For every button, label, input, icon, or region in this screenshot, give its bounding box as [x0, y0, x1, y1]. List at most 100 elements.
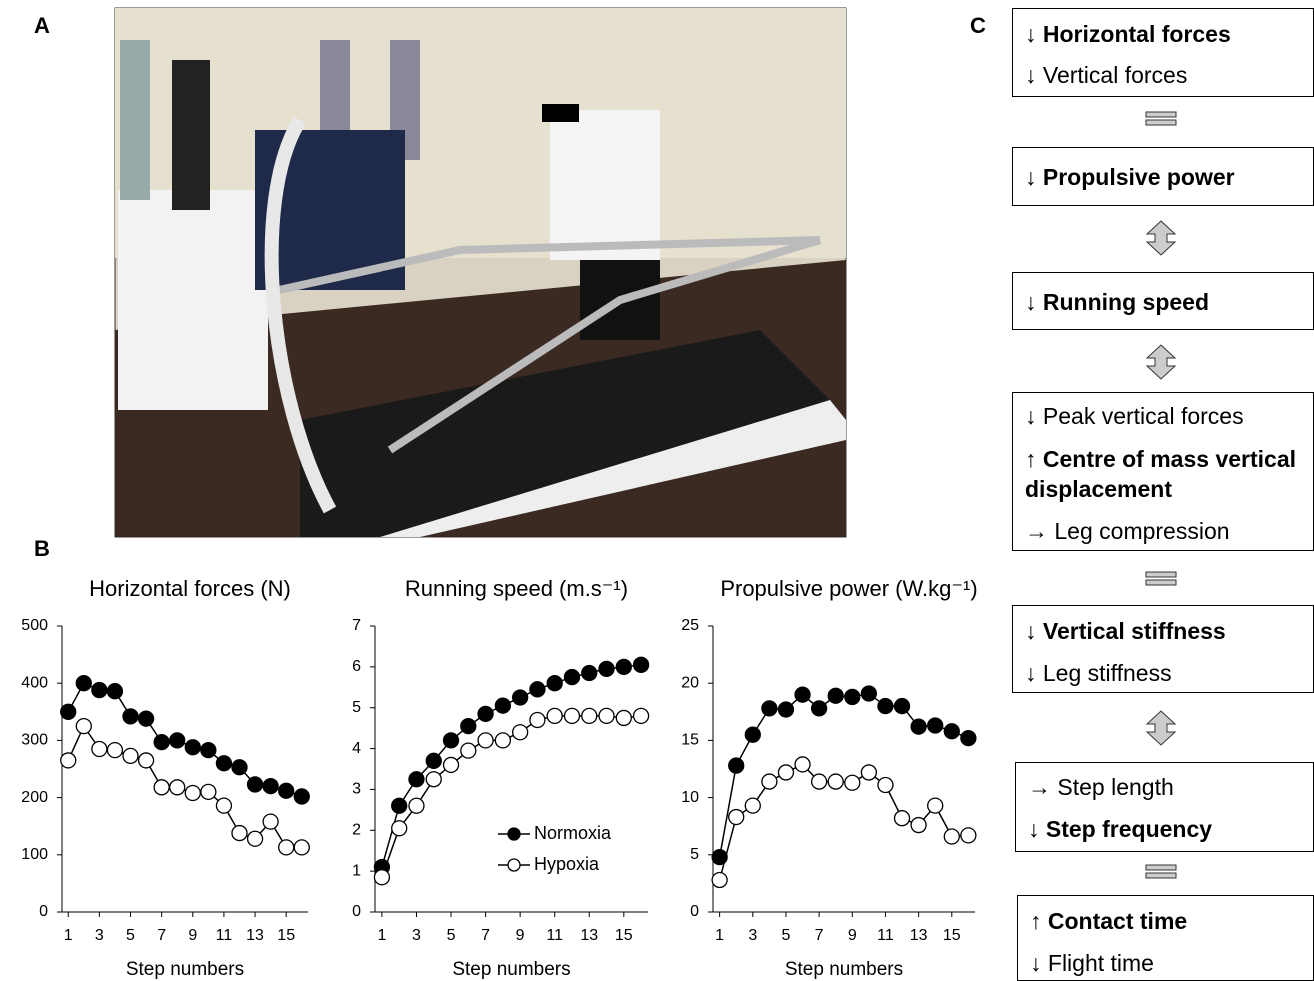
double-arrow	[1145, 220, 1177, 256]
data-point	[928, 718, 943, 733]
y-tick-label: 0	[690, 903, 699, 920]
data-point	[279, 840, 294, 855]
x-tick-label: 13	[246, 927, 264, 944]
data-point	[895, 811, 910, 826]
data-point	[461, 719, 476, 734]
legend-marker	[508, 859, 520, 871]
y-tick-label: 20	[681, 674, 699, 691]
data-point	[478, 706, 493, 721]
y-tick-label: 7	[352, 617, 361, 634]
data-point	[582, 708, 597, 723]
data-point	[878, 778, 893, 793]
x-tick-label: 7	[157, 927, 166, 944]
chart-title: Propulsive power (W.kg⁻¹)	[720, 576, 977, 601]
y-tick-label: 2	[352, 822, 361, 839]
data-point	[263, 779, 278, 794]
flow-text: → Step length	[1028, 772, 1305, 802]
data-point	[154, 735, 169, 750]
x-tick-label: 3	[412, 927, 421, 944]
flow-text: ↓ Flight time	[1030, 948, 1305, 978]
data-point	[61, 704, 76, 719]
data-point	[76, 719, 91, 734]
data-point	[616, 710, 631, 725]
data-point	[634, 708, 649, 723]
data-point	[762, 774, 777, 789]
data-point	[812, 774, 827, 789]
y-tick-label: 4	[352, 740, 361, 757]
data-point	[216, 798, 231, 813]
x-tick-label: 15	[615, 927, 633, 944]
data-point	[616, 659, 631, 674]
y-tick-label: 15	[681, 732, 699, 749]
data-point	[248, 831, 263, 846]
panel-label: A	[34, 13, 50, 38]
x-tick-label: 9	[848, 927, 857, 944]
data-point	[61, 753, 76, 768]
data-point	[374, 870, 389, 885]
data-point	[123, 748, 138, 763]
data-point	[170, 733, 185, 748]
data-point	[263, 814, 278, 829]
flow-text: ↑ Contact time	[1030, 906, 1305, 936]
data-point	[185, 786, 200, 801]
data-point	[530, 712, 545, 727]
x-tick-label: 1	[377, 927, 386, 944]
data-point	[294, 840, 309, 855]
x-tick-label: 11	[546, 927, 563, 944]
data-point	[911, 818, 926, 833]
data-point	[878, 699, 893, 714]
data-point	[201, 784, 216, 799]
data-point	[170, 780, 185, 795]
x-tick-label: 9	[516, 927, 525, 944]
flow-box: ↑ Contact time ↓ Flight time	[1017, 895, 1314, 981]
data-point	[778, 765, 793, 780]
x-tick-label: 13	[910, 927, 928, 944]
x-tick-label: 15	[277, 927, 295, 944]
legend-marker	[508, 828, 520, 840]
data-point	[828, 688, 843, 703]
data-point	[928, 798, 943, 813]
data-point	[895, 699, 910, 714]
flow-box: ↓ Peak vertical forces ↑ Centre of mass …	[1012, 392, 1314, 551]
data-point	[232, 826, 247, 841]
panel-label: C	[970, 13, 986, 38]
x-axis-label: Step numbers	[126, 959, 244, 980]
x-tick-label: 3	[95, 927, 104, 944]
data-point	[795, 757, 810, 772]
data-point	[107, 743, 122, 758]
x-tick-label: 1	[64, 927, 73, 944]
x-tick-label: 5	[447, 927, 456, 944]
x-tick-label: 7	[815, 927, 824, 944]
chart-title: Horizontal forces (N)	[89, 576, 291, 601]
flow-text: ↓ Peak vertical forces	[1025, 401, 1305, 431]
data-point	[911, 719, 926, 734]
photo	[115, 8, 846, 537]
data-point	[154, 780, 169, 795]
flow-box: → Step length ↓ Step frequency	[1015, 762, 1314, 852]
y-tick-label: 500	[21, 617, 48, 634]
data-point	[409, 798, 424, 813]
data-point	[599, 661, 614, 676]
data-point	[812, 701, 827, 716]
data-point	[729, 758, 744, 773]
data-point	[495, 733, 510, 748]
legend-label: Hypoxia	[534, 854, 600, 874]
y-tick-label: 3	[352, 781, 361, 798]
x-tick-label: 13	[580, 927, 598, 944]
data-point	[762, 701, 777, 716]
data-point	[201, 743, 216, 758]
x-tick-label: 5	[782, 927, 791, 944]
data-point	[478, 733, 493, 748]
equal-connector	[1145, 863, 1177, 881]
x-tick-label: 3	[748, 927, 757, 944]
flow-text: ↓ Vertical forces	[1025, 60, 1305, 90]
flow-text: ↓ Running speed	[1025, 287, 1305, 317]
data-point	[729, 810, 744, 825]
panel-label: B	[34, 536, 50, 561]
y-tick-label: 0	[352, 903, 361, 920]
series-line	[720, 764, 969, 880]
data-point	[444, 733, 459, 748]
data-point	[599, 708, 614, 723]
x-tick-label: 9	[188, 927, 197, 944]
y-tick-label: 400	[21, 674, 48, 691]
